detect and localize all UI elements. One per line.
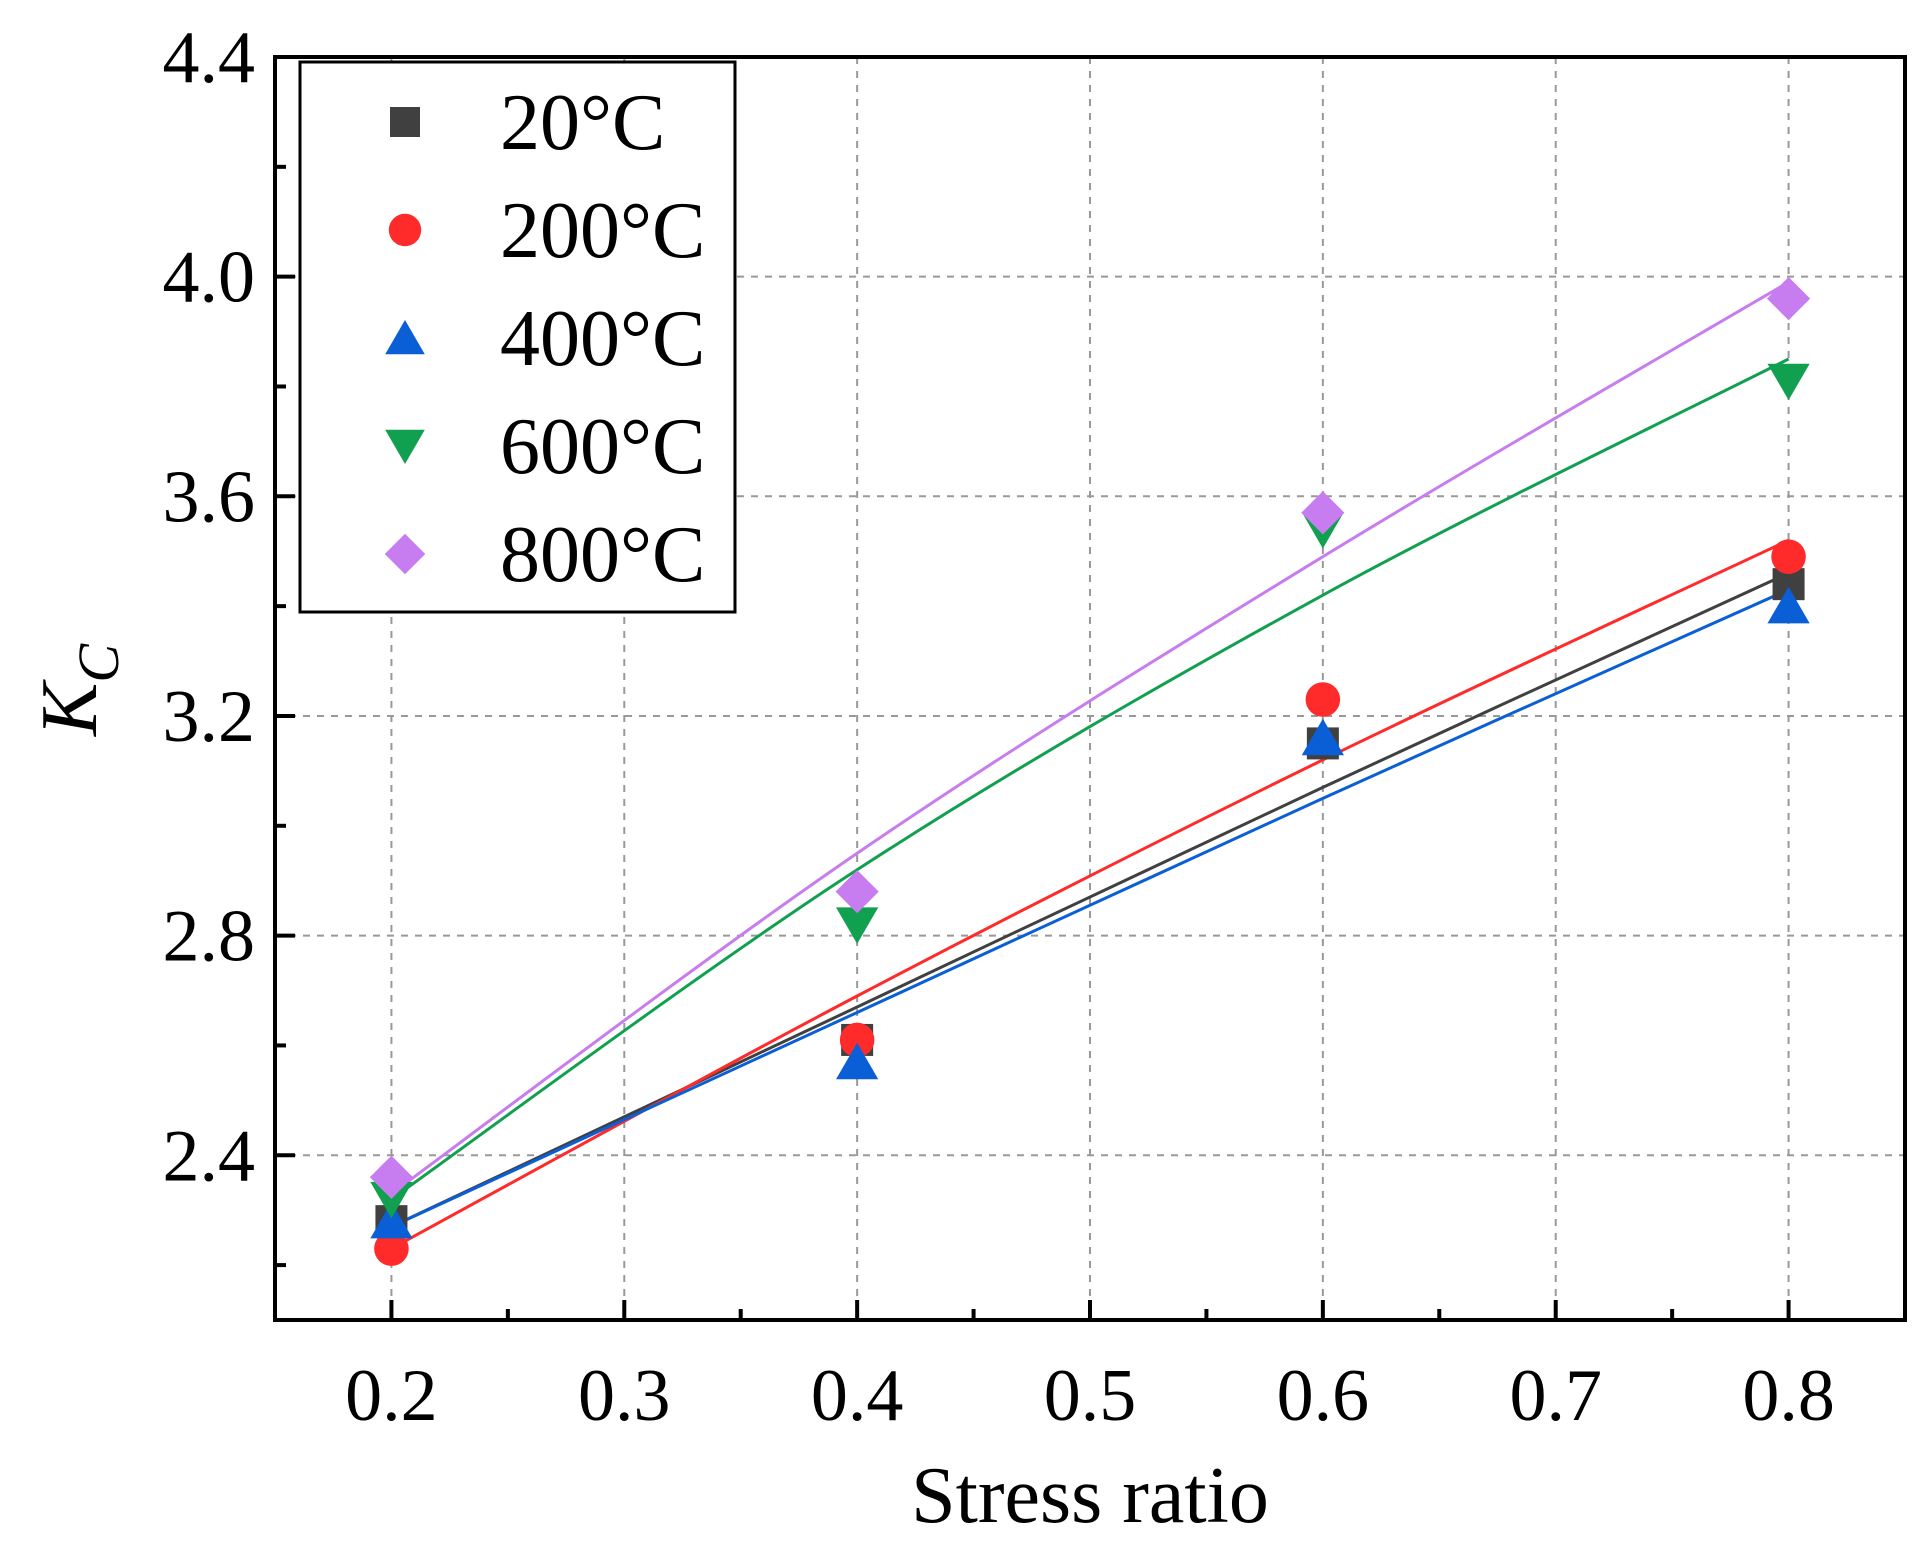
data-point-series-1 <box>839 1022 875 1058</box>
legend: 20°C 200°C 400°C 600°C 800°C <box>298 60 737 614</box>
legend-box <box>298 60 737 614</box>
legend-label: 600°C <box>500 403 705 491</box>
y-tick-label: 2.8 <box>163 896 256 978</box>
legend-label: 200°C <box>500 187 705 275</box>
data-point-series-4 <box>1301 491 1345 535</box>
data-point-series-1 <box>1305 682 1341 717</box>
data-point-series-1 <box>374 1231 409 1266</box>
y-axis-title-main: K <box>26 679 114 737</box>
axis-ticks <box>275 55 1791 1320</box>
data-point-series-1 <box>1771 539 1806 574</box>
x-tick-labels: 0.2 0.3 0.4 0.5 0.6 0.7 0.8 <box>345 1355 1835 1437</box>
legend-entry: 600°C <box>385 403 705 491</box>
svg-text:KC: KC <box>26 643 131 737</box>
legend-marker <box>390 107 420 137</box>
x-tick-label: 0.7 <box>1509 1355 1602 1437</box>
fit-line-4 <box>390 280 1790 1195</box>
data-point-series-3 <box>370 1181 413 1219</box>
data-point-series-4 <box>1766 277 1811 321</box>
data-point-series-2 <box>836 1042 879 1080</box>
data-point-series-2 <box>1767 586 1810 624</box>
y-tick-label: 3.6 <box>163 456 256 538</box>
data-markers <box>369 277 1811 1266</box>
data-point-series-2 <box>1301 718 1344 756</box>
data-point-series-4 <box>835 870 879 914</box>
legend-label: 800°C <box>500 511 705 599</box>
legend-marker <box>385 429 425 464</box>
y-tick-labels: 2.4 2.8 3.2 3.6 4.0 4.4 <box>163 17 256 1197</box>
y-axis-title: KC <box>26 643 131 737</box>
data-point-series-3 <box>1767 363 1810 401</box>
y-tick-label: 4.0 <box>163 237 256 319</box>
legend-entry: 200°C <box>388 187 705 275</box>
fit-line-1 <box>390 538 1790 1250</box>
data-point-series-2 <box>370 1201 413 1239</box>
data-point-series-4 <box>369 1155 414 1199</box>
x-tick-label: 0.4 <box>811 1355 904 1437</box>
legend-label: 20°C <box>500 79 665 167</box>
x-tick-label: 0.6 <box>1277 1355 1370 1437</box>
x-axis-title: Stress ratio <box>911 1452 1269 1540</box>
legend-entry: 400°C <box>385 295 705 383</box>
fit-line-0 <box>390 571 1790 1229</box>
legend-marker <box>385 320 425 355</box>
data-point-series-3 <box>836 907 879 944</box>
fit-line-3 <box>390 357 1790 1201</box>
legend-marker <box>384 533 426 575</box>
fit-line-2 <box>390 588 1790 1229</box>
legend-label: 400°C <box>500 295 705 383</box>
y-tick-label: 3.2 <box>163 676 256 758</box>
legend-entry: 20°C <box>390 79 665 167</box>
legend-marker <box>388 213 422 247</box>
x-tick-label: 0.2 <box>345 1355 438 1437</box>
y-tick-label: 4.4 <box>163 17 256 99</box>
x-tick-label: 0.3 <box>578 1355 671 1437</box>
legend-entry: 800°C <box>384 511 705 599</box>
x-tick-label: 0.8 <box>1742 1355 1835 1437</box>
fit-lines <box>390 280 1790 1250</box>
y-axis-title-subscript: C <box>66 643 131 683</box>
x-tick-label: 0.5 <box>1044 1355 1137 1437</box>
y-tick-label: 2.4 <box>163 1115 256 1197</box>
